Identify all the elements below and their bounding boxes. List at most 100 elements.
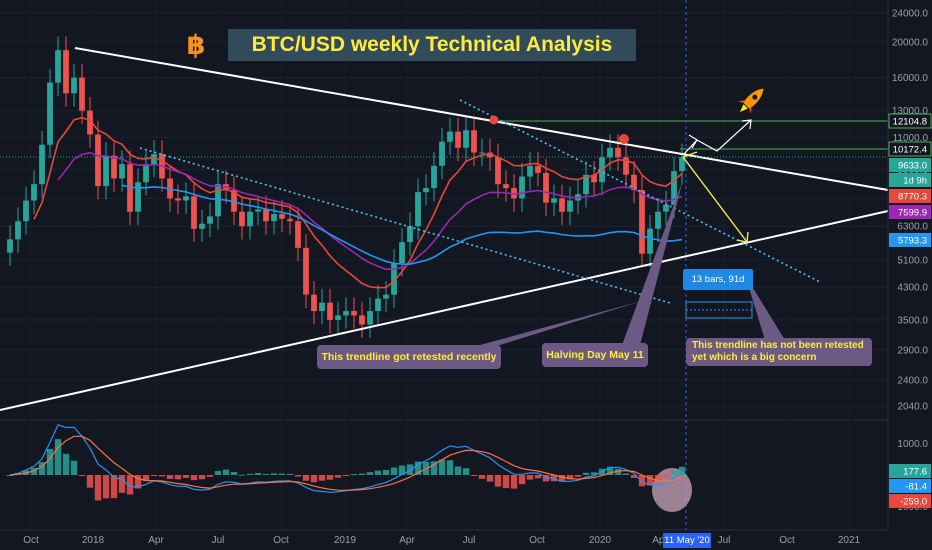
top-marker-1 <box>489 115 499 125</box>
price-tags: 12104.8 10172.4 9633.0 1d 9h 8770.3 7599.9 579… <box>888 113 932 508</box>
candle-body <box>71 77 77 94</box>
price-tick-label: 2400.0 <box>897 376 928 387</box>
bear-projection-tail <box>682 151 698 158</box>
candle-body <box>239 211 245 227</box>
candle-body <box>623 157 629 175</box>
dotted-trendline-upper[interactable] <box>139 147 671 304</box>
price-tag-label: 12104.8 <box>893 117 927 128</box>
range-box-label[interactable]: 13 bars, 91d <box>683 269 753 290</box>
macd-histogram-bar <box>558 475 566 482</box>
macd-histogram-bar <box>262 473 270 475</box>
macd-histogram-bar <box>678 466 686 475</box>
candle-body <box>119 164 125 179</box>
macd-histogram-bar <box>310 475 318 483</box>
time-axis[interactable]: Oct 2018 Apr Jul Oct 2019 Apr Jul Oct 2020 Apr Jul O… <box>23 535 860 546</box>
macd-histogram-bar <box>662 475 670 478</box>
macd-histogram-bar <box>182 475 190 478</box>
price-tick-label: 16000.0 <box>892 73 929 84</box>
callout-pointer-retest <box>480 300 645 345</box>
macd-histogram-bar <box>294 475 302 477</box>
callout-not-retested[interactable]: This trendline has not been retested yet… <box>686 338 872 366</box>
macd-histogram-bar <box>62 453 70 475</box>
candle-body <box>647 228 653 254</box>
macd-histogram-bar <box>110 475 118 499</box>
candle-body <box>679 157 685 172</box>
price-axis-bg <box>888 0 932 550</box>
price-tag <box>889 205 931 219</box>
candle-body <box>63 50 69 94</box>
descending-trendline[interactable] <box>74 47 889 191</box>
candle-body <box>479 152 485 154</box>
bull-arrowhead-1 <box>688 134 698 149</box>
candle-body <box>295 221 301 248</box>
price-tag-label: 8770.3 <box>898 192 927 203</box>
candle-body <box>303 247 309 295</box>
callout-retest-recent[interactable]: This trendline got retested recently <box>317 345 501 369</box>
time-tick-label: Oct <box>779 535 795 546</box>
macd-histogram-bar <box>518 475 526 485</box>
candle-body <box>527 165 533 177</box>
macd-histogram-bar <box>622 473 630 475</box>
candle-body <box>455 131 461 148</box>
macd-histogram-bar <box>446 460 454 475</box>
candle-body <box>143 164 149 183</box>
bear-projection[interactable] <box>682 156 748 243</box>
price-tag <box>888 113 932 129</box>
candle-body <box>327 302 333 320</box>
callout-pointer-concern <box>745 275 785 340</box>
ascending-trendline[interactable] <box>0 210 889 411</box>
macd-tick-label: 1000.0 <box>897 439 928 450</box>
candle-body <box>15 221 21 240</box>
candles <box>7 36 685 338</box>
macd-histogram-bar <box>502 475 510 489</box>
macd-histogram-bar <box>534 475 542 479</box>
candle-body <box>79 77 85 111</box>
macd-histogram-bar <box>358 473 366 475</box>
macd-histogram-bar <box>350 474 358 476</box>
macd-histogram-bar <box>150 475 158 476</box>
price-tick-label: 3500.0 <box>897 315 928 326</box>
rocket-icon <box>737 88 764 115</box>
macd-histogram-bar <box>38 462 46 475</box>
macd-histogram-bar <box>142 475 150 482</box>
price-tick-label: 13000.0 <box>892 106 929 117</box>
candle-body <box>463 130 469 148</box>
time-tick-label: 2020 <box>589 535 612 546</box>
candle-body <box>287 218 293 222</box>
macd-histogram-bar <box>478 475 486 479</box>
bull-arrowhead-2 <box>741 119 752 130</box>
candle-body <box>519 176 525 199</box>
candle-body <box>375 298 381 312</box>
macd-histogram-bar <box>406 464 414 475</box>
candle-body <box>487 152 493 158</box>
candle-body <box>615 147 621 158</box>
callout-halving[interactable]: Halving Day May 11 <box>542 343 648 367</box>
price-tag <box>889 173 931 187</box>
macd-histogram-bar <box>646 475 654 486</box>
candle-body <box>7 239 13 253</box>
macd-histogram-bar <box>270 473 278 475</box>
price-tag-label: 9633.0 <box>898 161 927 172</box>
macd-tag <box>889 479 931 493</box>
candle-body <box>335 315 341 320</box>
price-tag-label: 7599.9 <box>898 208 927 219</box>
macd-histogram-bar <box>70 460 78 475</box>
macd-histogram-bar <box>374 470 382 475</box>
macd-histogram-bar <box>78 475 86 476</box>
price-tick-label: 20000.0 <box>892 38 929 49</box>
dotted-trendline-lower[interactable] <box>459 99 821 283</box>
macd-histogram-bar <box>438 459 446 475</box>
macd-histogram-bar <box>206 475 214 477</box>
candle-body <box>567 200 573 212</box>
macd-tag-label: 177.6 <box>903 467 927 478</box>
macd-histogram-bar <box>198 475 206 480</box>
time-tick-label: Oct <box>23 535 39 546</box>
bull-projection[interactable] <box>682 119 752 156</box>
candle-body <box>639 190 645 254</box>
macd-histogram-bar <box>302 475 310 481</box>
price-tag <box>889 189 931 203</box>
macd-histogram-bar <box>670 471 678 475</box>
macd-histogram-bar <box>494 475 502 487</box>
candle-body <box>423 188 429 193</box>
